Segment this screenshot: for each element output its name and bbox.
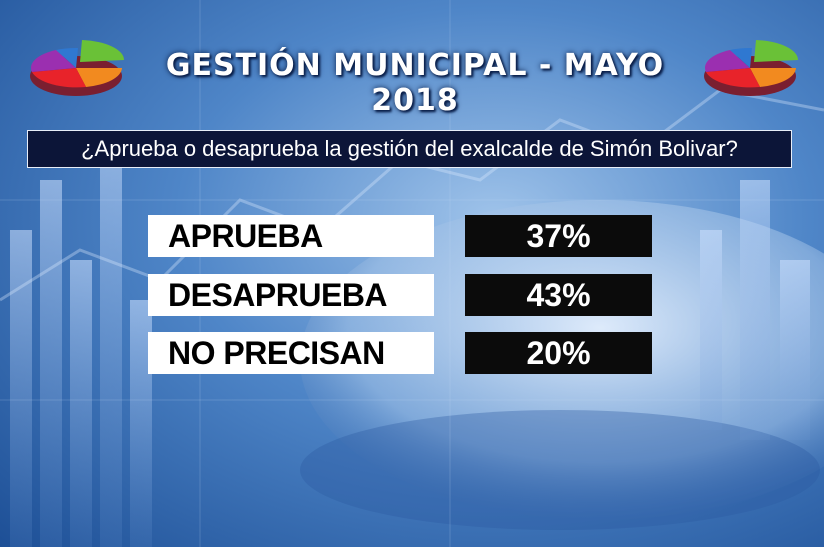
survey-question: ¿Aprueba o desaprueba la gestión del exa… [27, 130, 792, 168]
result-value: 43% [465, 274, 652, 316]
result-label: APRUEBA [148, 215, 434, 257]
pie-chart-icon-left [30, 40, 125, 96]
result-label: NO PRECISAN [148, 332, 434, 374]
result-label: DESAPRUEBA [148, 274, 434, 316]
result-value: 20% [465, 332, 652, 374]
pie-chart-icon-right [704, 40, 799, 96]
page-title: GESTIÓN MUNICIPAL - MAYO 2018 [165, 48, 665, 118]
result-value: 37% [465, 215, 652, 257]
